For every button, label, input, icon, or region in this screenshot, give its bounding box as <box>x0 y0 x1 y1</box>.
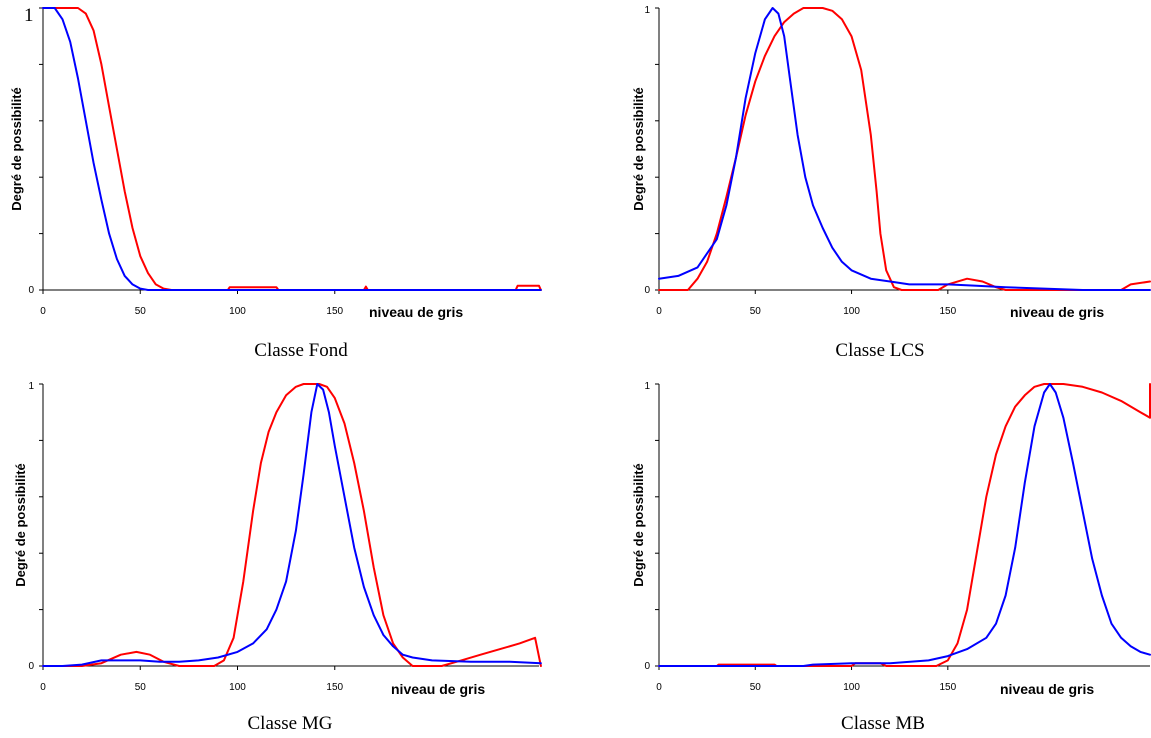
x-tick-label: 50 <box>135 682 147 693</box>
x-tick-label: 150 <box>939 306 956 317</box>
panel-classe-lcs: 0 1 0 50 100 150 Degré de possibilité niveau de… <box>631 5 1151 361</box>
x-tick-label: 150 <box>939 682 956 693</box>
y-axis-label: Degré de possibilité <box>13 463 28 587</box>
blue-series-line <box>658 7 1151 291</box>
y-tick-label: 1 <box>24 5 34 26</box>
y-axis-label: Degré de possibilité <box>9 87 24 211</box>
panel-classe-fond: 0 1 0 50 100 150 Degré de possibilité niveau de… <box>9 5 542 361</box>
y-axis-label: Degré de possibilité <box>631 87 646 211</box>
blue-series-line <box>42 7 542 291</box>
panel-classe-mb: 0 1 0 50 100 150 Degré de possibilité niveau de… <box>631 381 1151 734</box>
y-tick-label: 0 <box>644 285 650 296</box>
x-tick-label: 0 <box>656 306 662 317</box>
x-tick-label: 50 <box>135 306 147 317</box>
x-tick-label: 0 <box>40 682 46 693</box>
panel-caption: Classe Fond <box>254 340 348 361</box>
x-tick-label: 0 <box>40 306 46 317</box>
y-tick-label: 1 <box>28 381 34 392</box>
x-tick-label: 100 <box>229 682 246 693</box>
y-tick-label: 1 <box>644 381 650 392</box>
y-tick-label: 0 <box>28 661 34 672</box>
y-axis-label: Degré de possibilité <box>631 463 646 587</box>
y-tick-label: 0 <box>28 285 34 296</box>
x-axis-label: niveau de gris <box>1010 304 1104 320</box>
x-tick-label: 150 <box>326 682 343 693</box>
x-tick-label: 100 <box>843 306 860 317</box>
x-tick-label: 0 <box>656 682 662 693</box>
x-tick-label: 150 <box>326 306 343 317</box>
x-axis-label: niveau de gris <box>369 304 463 320</box>
red-series-line <box>42 383 542 667</box>
panel-classe-mg: 0 1 0 50 100 150 Degré de possibilité niveau de… <box>13 381 542 734</box>
panel-caption: Classe MB <box>841 713 925 734</box>
blue-series-line <box>658 383 1151 667</box>
x-tick-label: 50 <box>750 682 762 693</box>
x-tick-label: 100 <box>229 306 246 317</box>
red-series-line <box>658 383 1151 667</box>
blue-series-line <box>42 383 542 667</box>
x-axis-label: niveau de gris <box>1000 681 1094 697</box>
panel-caption: Classe LCS <box>835 340 924 361</box>
red-series-line <box>42 7 542 291</box>
x-axis-label: niveau de gris <box>391 681 485 697</box>
x-tick-label: 100 <box>843 682 860 693</box>
panel-caption: Classe MG <box>248 713 333 734</box>
x-tick-label: 50 <box>750 306 762 317</box>
red-series-line <box>658 7 1151 291</box>
y-tick-label: 0 <box>644 661 650 672</box>
y-tick-label: 1 <box>644 5 650 16</box>
